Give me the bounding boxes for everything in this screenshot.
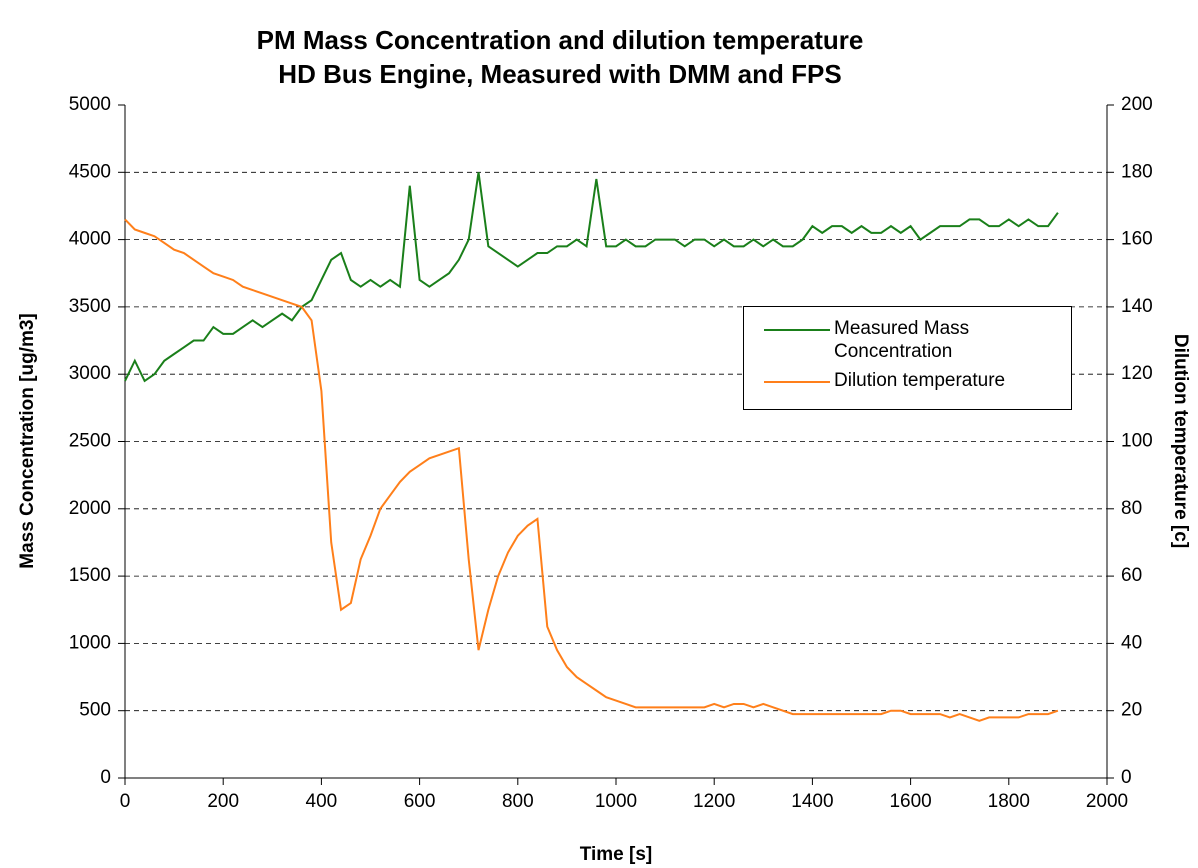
x-tick-label: 2000 [1086, 791, 1128, 812]
series-line [124, 218, 1059, 722]
x-tick-label: 400 [306, 791, 338, 812]
y-tick-label: 3000 [69, 363, 111, 384]
x-tick-label: 800 [502, 791, 534, 812]
legend-swatch [764, 329, 830, 331]
y-tick-label: 0 [100, 767, 111, 788]
y2-tick-label: 20 [1121, 700, 1142, 721]
legend-label: Measured Mass Concentration [834, 318, 970, 362]
y-tick-label: 2500 [69, 431, 111, 452]
x-tick-label: 1000 [595, 791, 637, 812]
x-tick-label: 1400 [791, 791, 833, 812]
y-tick-label: 2000 [69, 498, 111, 519]
series-line [124, 172, 1059, 383]
y-tick-label: 5000 [69, 94, 111, 115]
y2-axis-title: Dilution temperature [c] [1170, 334, 1191, 548]
y2-tick-label: 200 [1121, 94, 1153, 115]
y-tick-label: 4000 [69, 229, 111, 250]
y-tick-label: 3500 [69, 296, 111, 317]
y2-tick-label: 120 [1121, 363, 1153, 384]
x-tick-label: 1200 [693, 791, 735, 812]
y-tick-label: 4500 [69, 161, 111, 182]
y2-tick-label: 100 [1121, 431, 1153, 452]
y2-tick-label: 160 [1121, 229, 1153, 250]
x-tick-label: 600 [404, 791, 436, 812]
y2-tick-label: 80 [1121, 498, 1142, 519]
y2-tick-label: 40 [1121, 632, 1142, 653]
y-tick-label: 1500 [69, 565, 111, 586]
legend-swatch [764, 381, 830, 383]
x-tick-label: 1600 [889, 791, 931, 812]
chart-title: PM Mass Concentration and dilution tempe… [257, 25, 864, 55]
x-axis-title: Time [s] [580, 844, 653, 865]
y-tick-label: 1000 [69, 632, 111, 653]
y2-tick-label: 0 [1121, 767, 1132, 788]
x-tick-label: 1800 [988, 791, 1030, 812]
legend: Measured Mass Concentration Dilution tem… [743, 306, 1072, 410]
chart-subtitle: HD Bus Engine, Measured with DMM and FPS [278, 59, 841, 89]
x-tick-label: 0 [120, 791, 131, 812]
x-tick-label: 200 [207, 791, 239, 812]
y2-tick-label: 60 [1121, 565, 1142, 586]
y-tick-label: 500 [79, 700, 111, 721]
legend-label: Dilution temperature [834, 370, 1006, 391]
y2-tick-label: 140 [1121, 296, 1153, 317]
y-axis-title: Mass Concentration [ug/m3] [17, 313, 38, 568]
y2-tick-label: 180 [1121, 161, 1153, 182]
